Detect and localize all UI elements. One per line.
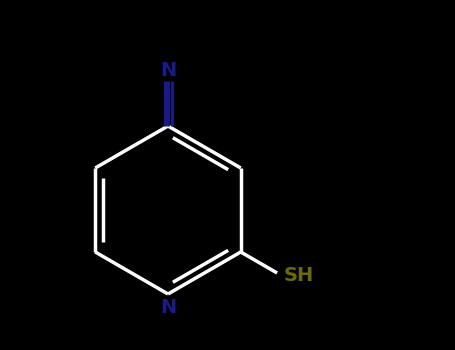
Text: N: N — [160, 298, 176, 317]
Text: SH: SH — [283, 266, 313, 285]
Text: N: N — [160, 61, 176, 80]
